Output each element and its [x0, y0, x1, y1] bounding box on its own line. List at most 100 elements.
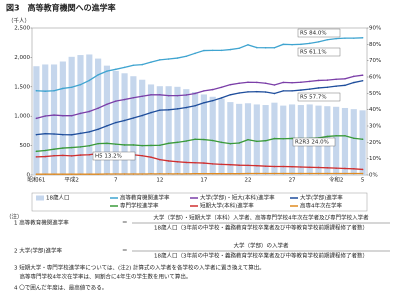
point [326, 172, 329, 175]
bar [59, 61, 66, 175]
point [335, 78, 337, 81]
point [123, 144, 126, 146]
point [238, 164, 240, 166]
point [97, 107, 99, 109]
point [273, 165, 276, 168]
point [150, 94, 152, 96]
y2-tick-label: 50% [369, 91, 381, 97]
point [203, 162, 205, 164]
annotation: R5 61.1% [300, 50, 327, 56]
annotation: R2R3 24.0% [295, 140, 329, 146]
point [229, 83, 232, 86]
point [141, 173, 143, 175]
note: 2 大学(学部)進学率 [14, 247, 63, 255]
point [123, 119, 126, 122]
point [106, 125, 108, 127]
point [194, 172, 196, 175]
point [203, 90, 205, 92]
point [150, 156, 152, 158]
point [123, 173, 126, 175]
chart-title: 図3 高等教育機関への進学率 [6, 3, 116, 13]
note: 大学（学部）・短期大学（本科）入学者、高等専門学校4年次在学者及び専門学校入学者 [153, 214, 369, 222]
point [264, 82, 267, 85]
point [88, 79, 91, 82]
point [361, 79, 364, 82]
point [150, 61, 152, 63]
point [326, 86, 329, 89]
point [317, 87, 320, 89]
y2-tick-label: 10% [369, 156, 381, 162]
x-tick-label: 平成2 [64, 176, 79, 184]
point [335, 85, 337, 87]
point [141, 154, 143, 157]
point [211, 139, 214, 142]
legend-box [31, 192, 368, 212]
point [88, 173, 91, 175]
point [247, 138, 249, 141]
point [44, 173, 47, 175]
point [273, 46, 276, 49]
point [264, 139, 267, 142]
point [291, 81, 293, 84]
point [185, 173, 188, 175]
point [88, 131, 91, 133]
bar [341, 107, 349, 175]
line [36, 172, 363, 175]
point [176, 94, 179, 97]
equals: ＝ [122, 221, 128, 227]
point [141, 63, 143, 66]
note: 18歳人口（3年前の中学校・義務教育学校卒業者及び中等教育学校前期課程修了者数） [154, 224, 368, 232]
bar [103, 65, 111, 175]
point [238, 142, 240, 144]
point [335, 167, 337, 169]
point [79, 173, 82, 175]
bar [156, 86, 163, 175]
x-tick-label: 昭和61 [27, 176, 45, 184]
point [70, 173, 73, 175]
point [132, 96, 135, 99]
point [132, 173, 135, 175]
point [317, 41, 320, 43]
point [256, 164, 258, 167]
line [36, 37, 363, 92]
bar [350, 109, 357, 175]
point [282, 43, 285, 46]
point [203, 49, 205, 52]
point [211, 49, 214, 52]
note: 1 高等教育機関進学率 [14, 219, 69, 227]
legend-label: 高専4年次在学率 [300, 202, 342, 210]
bar [77, 55, 84, 175]
point [132, 144, 135, 146]
point [141, 95, 143, 98]
point [361, 74, 364, 77]
point [256, 90, 258, 93]
point [70, 114, 73, 117]
point [264, 165, 267, 167]
note: （注） [6, 213, 23, 221]
legend-label: 18歳人口 [46, 194, 70, 202]
bar [86, 54, 93, 175]
point [291, 90, 293, 92]
point [344, 172, 346, 175]
point [159, 94, 161, 96]
y2-tick-label: 90% [369, 26, 381, 32]
point [308, 80, 311, 83]
point [211, 88, 214, 91]
point [273, 172, 276, 175]
point [123, 98, 126, 101]
point [194, 138, 196, 141]
line [36, 80, 363, 136]
point [114, 121, 117, 124]
point [35, 173, 38, 175]
y-tick-label: 500 [20, 143, 31, 149]
point [114, 173, 117, 175]
point [167, 94, 170, 97]
point [88, 144, 91, 147]
point [185, 161, 188, 164]
note: 3 短期大学・専門学校進学率については、(注2) 計算式の入学者を各学校の入学者… [14, 264, 265, 272]
point [300, 89, 302, 91]
point [44, 149, 47, 152]
bar [236, 103, 243, 175]
point [106, 173, 108, 175]
